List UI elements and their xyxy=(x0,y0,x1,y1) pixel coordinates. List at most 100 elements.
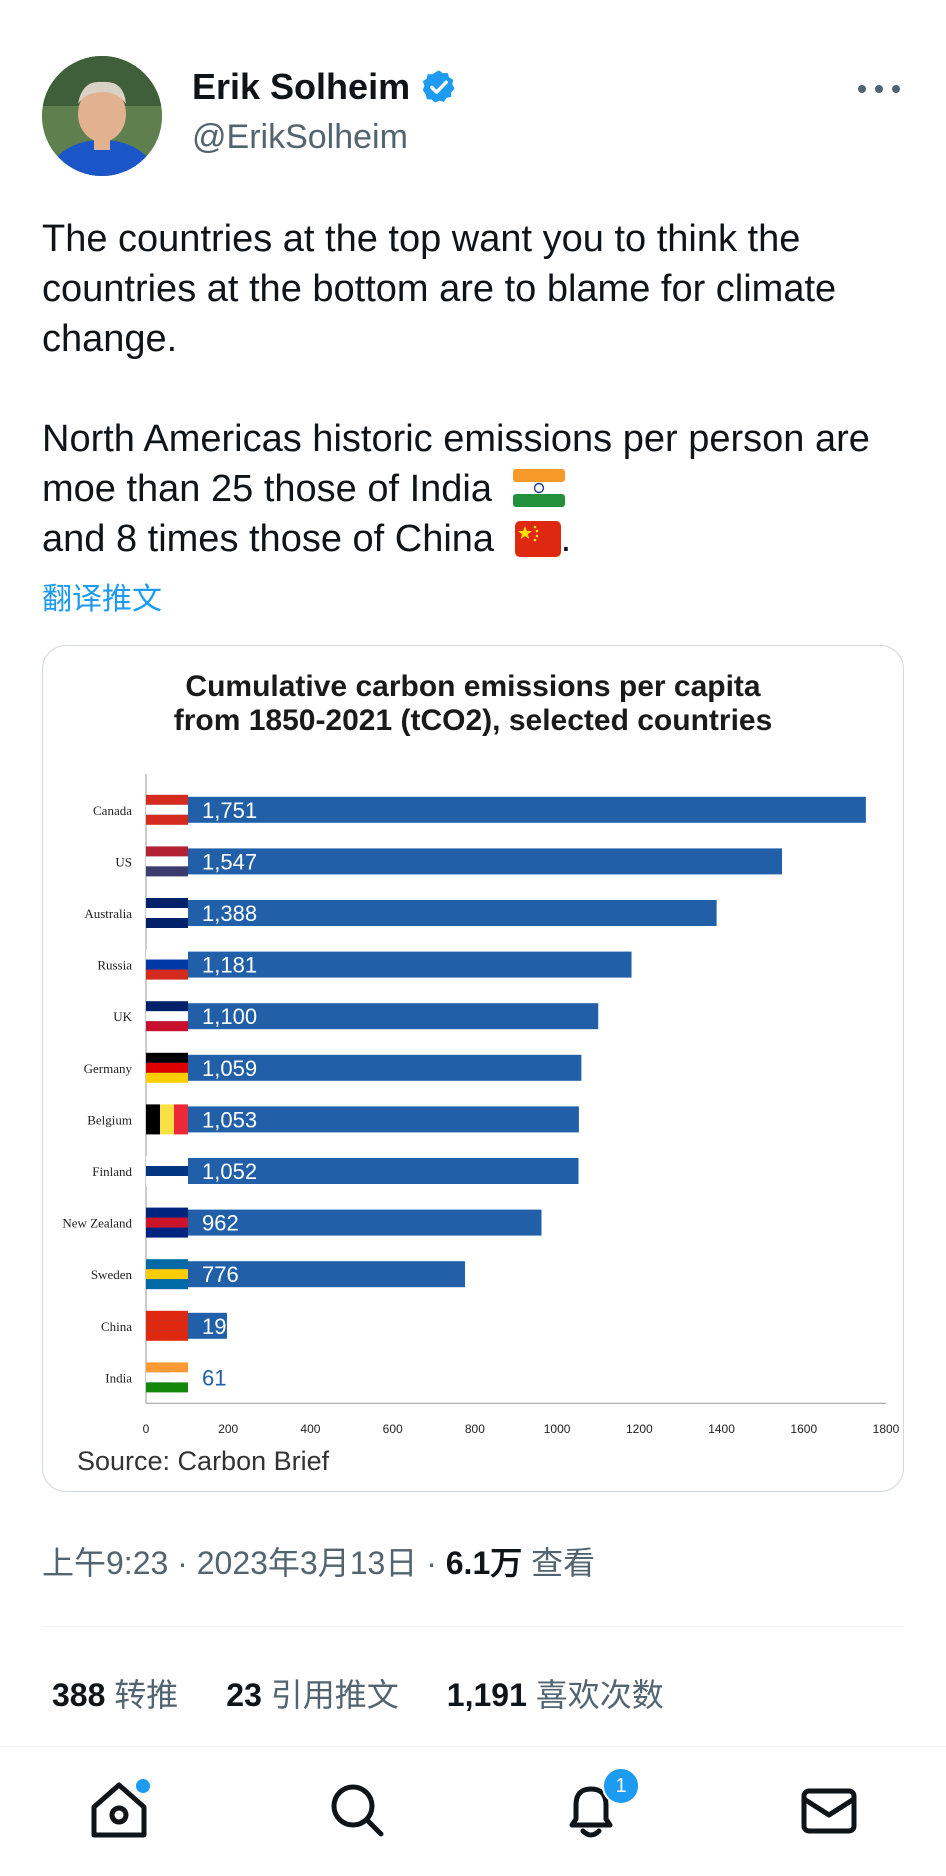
retweets-stat[interactable]: 388 转推 xyxy=(52,1670,178,1716)
flag-stripe xyxy=(146,1259,188,1270)
flag-stripe xyxy=(146,949,188,960)
data-label: 1,751 xyxy=(202,798,257,823)
avatar[interactable] xyxy=(42,56,162,176)
x-tick-label: 200 xyxy=(218,1422,238,1436)
data-label: 197 xyxy=(202,1314,239,1339)
more-options-icon[interactable] xyxy=(854,74,904,104)
tweet-meta: 上午9:23 · 2023年3月13日 · 6.1万 查看 xyxy=(42,1538,595,1584)
flag-stripe xyxy=(146,1207,188,1218)
chart-source: Source: Carbon Brief xyxy=(77,1446,330,1476)
mail-icon xyxy=(801,1788,857,1834)
category-label: Australia xyxy=(84,906,132,921)
flag-stripe xyxy=(146,1279,188,1290)
flag-stripe xyxy=(146,1062,188,1073)
bar xyxy=(146,1158,579,1184)
flag-stripe xyxy=(146,1021,188,1032)
flag-stripe xyxy=(146,794,188,805)
category-label: UK xyxy=(113,1009,132,1024)
view-label: 查看 xyxy=(522,1545,596,1581)
flag-stripe xyxy=(146,846,188,857)
flag-stripe xyxy=(146,898,188,908)
flag-stripe xyxy=(146,1269,188,1280)
bar xyxy=(146,848,782,875)
nav-search[interactable] xyxy=(324,1777,390,1843)
category-label: India xyxy=(105,1370,132,1385)
flag-stripe xyxy=(146,1310,188,1321)
flag-stripe xyxy=(146,1001,188,1012)
flag-stripe xyxy=(146,1156,188,1166)
view-count: 6.1万 xyxy=(445,1545,523,1581)
retweets-count: 388 xyxy=(52,1677,106,1713)
category-label: China xyxy=(101,1319,132,1334)
flag-stripe xyxy=(146,1217,188,1228)
tweet-timestamp[interactable]: 上午9:23 · 2023年3月13日 · xyxy=(42,1545,446,1581)
bar xyxy=(146,1209,542,1236)
flag-stripe xyxy=(146,1330,188,1341)
data-label: 1,053 xyxy=(202,1107,257,1132)
data-label: 1,388 xyxy=(202,901,257,926)
likes-count: 1,191 xyxy=(446,1677,527,1713)
bar-chart: Canada 1,751 US 1,547 Australia 1,388 Russia 1,… xyxy=(62,774,900,1436)
author-name[interactable]: Erik Solheim xyxy=(192,66,411,107)
tweet-paragraph-2: North Americas historic emissions per pe… xyxy=(42,414,902,564)
nav-home[interactable] xyxy=(86,1777,152,1843)
data-label: 1,052 xyxy=(202,1159,257,1184)
flag-stripe xyxy=(146,1362,188,1373)
nav-notifications[interactable]: 1 xyxy=(558,1767,640,1843)
data-label: 1,100 xyxy=(202,1004,257,1029)
category-label: Canada xyxy=(93,803,132,818)
search-icon xyxy=(331,1784,384,1837)
category-label: Finland xyxy=(92,1164,132,1179)
flag-stripe xyxy=(146,1320,188,1331)
flag-stripe xyxy=(146,1166,188,1176)
flag-stripe xyxy=(146,1072,188,1083)
category-label: New Zealand xyxy=(62,1216,132,1231)
data-label: 776 xyxy=(202,1262,239,1287)
chart-title-line-1: Cumulative carbon emissions per capita xyxy=(185,670,761,703)
quotes-stat[interactable]: 23 引用推文 xyxy=(226,1670,399,1716)
likes-stat[interactable]: 1,191 喜欢次数 xyxy=(447,1670,664,1716)
data-label: 61 xyxy=(202,1365,226,1390)
tweet-header: Erik Solheim @ErikSolheim xyxy=(42,56,904,176)
x-tick-label: 1600 xyxy=(790,1422,817,1436)
author-handle[interactable]: @ErikSolheim xyxy=(192,118,408,156)
avatar-image xyxy=(42,56,162,176)
bell-icon xyxy=(569,1786,613,1838)
bar xyxy=(146,1106,579,1133)
home-new-indicator xyxy=(136,1779,150,1793)
quotes-count: 23 xyxy=(226,1677,262,1713)
category-label: Belgium xyxy=(87,1112,132,1127)
author-row: Erik Solheim xyxy=(192,66,458,108)
tweet-text-part-c: . xyxy=(560,518,572,560)
tweet-body: The countries at the top want you to thi… xyxy=(42,214,902,564)
flag-stripe xyxy=(146,804,188,815)
likes-label: 喜欢次数 xyxy=(535,1677,664,1713)
flag-stripe xyxy=(146,969,188,980)
flag-stripe xyxy=(146,959,188,970)
tweet-paragraph-1: The countries at the top want you to thi… xyxy=(42,218,837,360)
bottom-navigation: 1 xyxy=(0,1747,946,1876)
nav-messages[interactable] xyxy=(796,1777,862,1843)
bar xyxy=(146,900,717,926)
data-label: 1,181 xyxy=(202,953,257,978)
verified-icon xyxy=(422,70,455,103)
bar xyxy=(146,1054,582,1081)
x-tick-label: 600 xyxy=(383,1422,403,1436)
category-label: Russia xyxy=(97,958,132,973)
flag-stripe xyxy=(146,866,188,877)
flag-stripe xyxy=(146,856,188,867)
chart-title-line-2: from 1850-2021 (tCO2), selected countrie… xyxy=(173,704,773,737)
tweet-text-part-b: and 8 times those of China xyxy=(42,518,495,560)
flag-stripe xyxy=(146,918,188,928)
x-tick-label: 800 xyxy=(465,1422,485,1436)
category-label: Sweden xyxy=(91,1267,133,1282)
flag-stripe xyxy=(146,1052,188,1063)
data-label: 1,059 xyxy=(202,1056,257,1081)
x-tick-label: 400 xyxy=(300,1422,320,1436)
translate-tweet-link[interactable]: 翻译推文 xyxy=(42,583,162,616)
bar xyxy=(146,1261,466,1288)
x-tick-label: 0 xyxy=(143,1422,150,1436)
chart-image-card[interactable]: Cumulative carbon emissions per capita f… xyxy=(42,645,904,1492)
divider xyxy=(42,1626,904,1627)
bar xyxy=(146,951,632,978)
